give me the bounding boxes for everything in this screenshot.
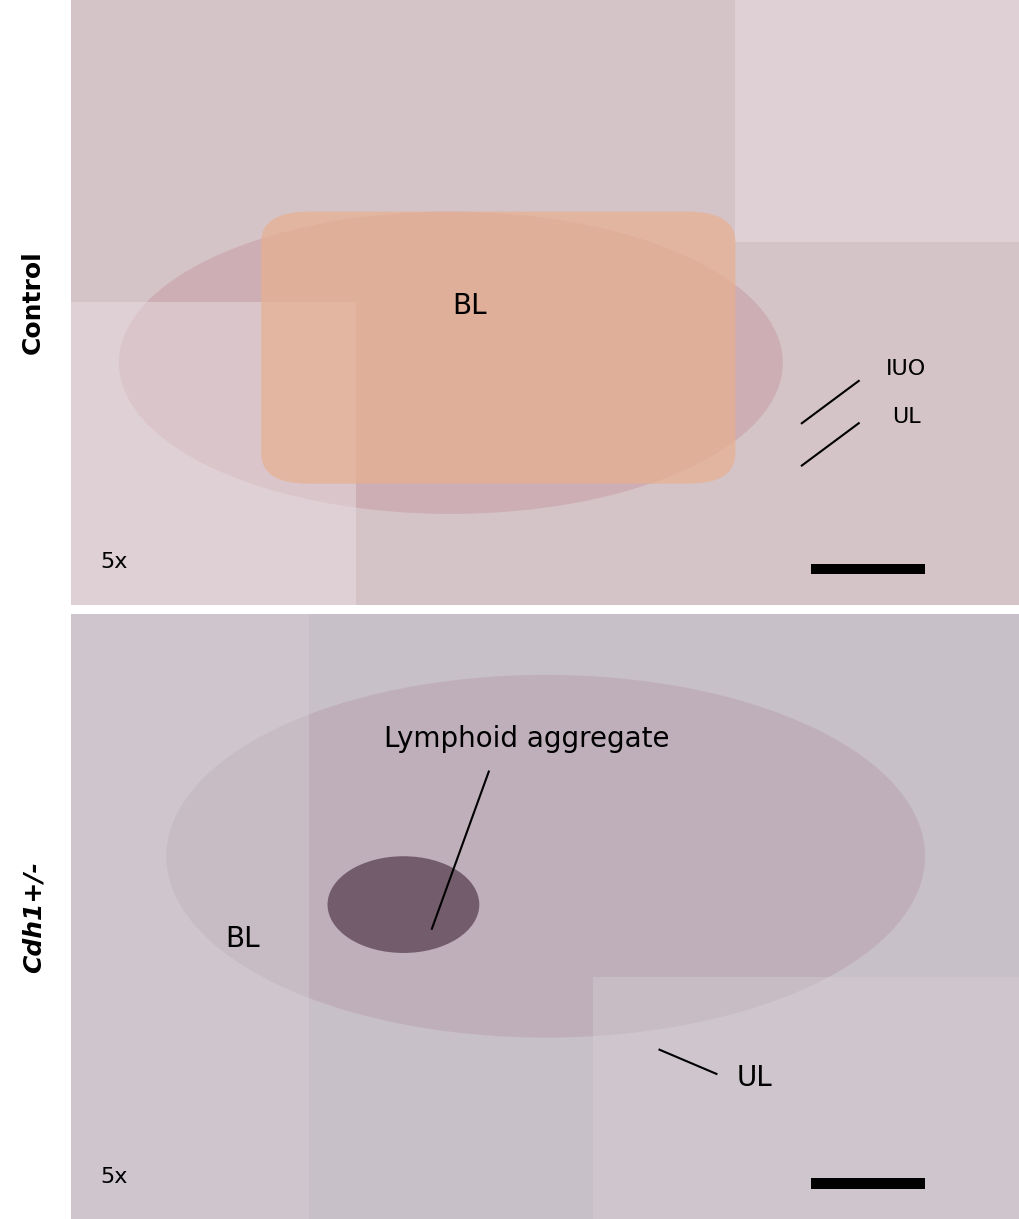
FancyBboxPatch shape [71, 614, 308, 1219]
FancyBboxPatch shape [810, 1178, 924, 1189]
Ellipse shape [119, 212, 783, 514]
Text: BL: BL [452, 293, 487, 321]
Text: Lymphoid aggregate: Lymphoid aggregate [383, 725, 668, 753]
Text: IUO: IUO [886, 358, 925, 379]
Text: BL: BL [224, 925, 259, 953]
Ellipse shape [166, 675, 924, 1037]
Text: 5x: 5x [100, 552, 127, 573]
FancyBboxPatch shape [261, 212, 735, 484]
Text: Cdh1+/-: Cdh1+/- [21, 861, 45, 973]
Text: Control: Control [21, 250, 45, 355]
Text: UL: UL [736, 1064, 771, 1092]
FancyBboxPatch shape [71, 302, 356, 605]
Text: UL: UL [891, 407, 919, 427]
FancyBboxPatch shape [593, 978, 1019, 1219]
FancyBboxPatch shape [735, 0, 1019, 241]
FancyBboxPatch shape [71, 0, 1019, 605]
FancyBboxPatch shape [71, 614, 1019, 1219]
Circle shape [327, 856, 479, 953]
Text: 5x: 5x [100, 1167, 127, 1187]
FancyBboxPatch shape [810, 563, 924, 574]
